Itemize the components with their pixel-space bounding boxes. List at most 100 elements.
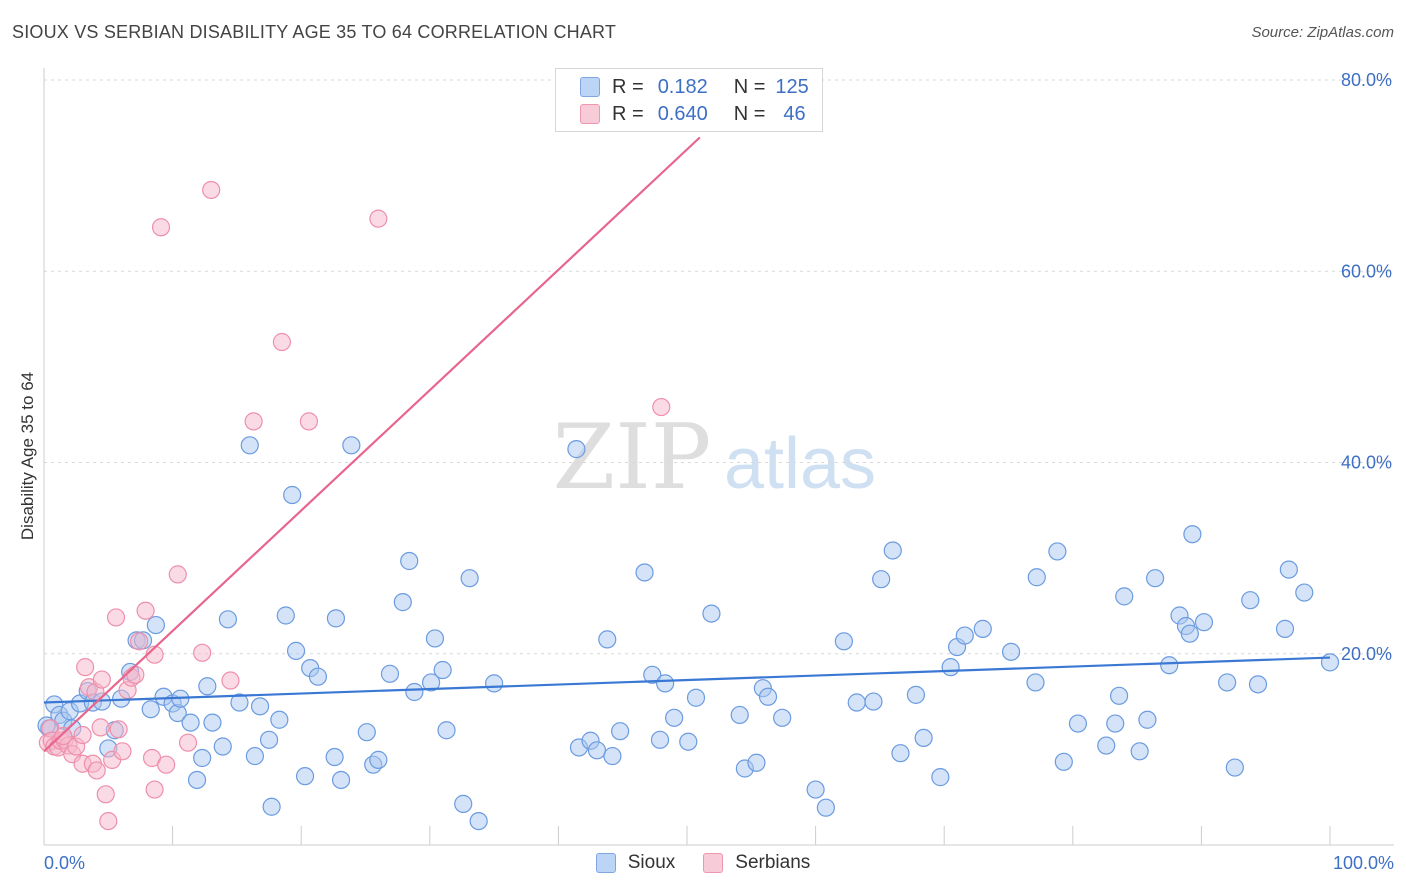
data-point [816, 798, 835, 817]
data-point [87, 761, 106, 780]
data-point [1279, 560, 1298, 579]
r-value: 0.182 [657, 75, 708, 98]
data-point [187, 770, 207, 790]
data-point [603, 746, 622, 766]
data-point [847, 693, 866, 712]
data-point [240, 436, 259, 455]
grid-lines [44, 79, 1394, 655]
data-point [806, 780, 825, 799]
legend-label-sioux: Sioux [627, 852, 676, 873]
data-point [437, 721, 456, 740]
data-point [283, 485, 302, 505]
r-label: R = [612, 75, 644, 98]
data-point [109, 720, 128, 739]
data-point [454, 794, 473, 813]
data-point [250, 697, 270, 716]
chart-title: SIOUX VS SERBIAN DISABILITY AGE 35 TO 64… [12, 22, 617, 42]
data-point [906, 685, 926, 704]
data-point [1160, 656, 1179, 675]
data-point [635, 563, 654, 582]
x-axis-ticks [43, 826, 1331, 845]
data-point [400, 551, 419, 571]
data-point [96, 785, 115, 804]
data-point [702, 604, 721, 623]
data-point [883, 541, 902, 560]
data-point [295, 767, 315, 786]
data-point [872, 570, 891, 589]
serbians-swatch [580, 104, 600, 124]
data-point [369, 750, 388, 769]
data-point [286, 641, 306, 660]
data-point [73, 725, 92, 745]
data-point [99, 811, 118, 831]
data-point [203, 713, 222, 732]
data-point [1275, 619, 1295, 638]
data-point [931, 768, 950, 787]
y-tick-label: 80.0% [1341, 70, 1392, 90]
data-point [1320, 653, 1340, 672]
data-point [730, 705, 749, 725]
data-point [259, 730, 279, 749]
data-point [113, 742, 132, 761]
sioux-swatch [580, 77, 600, 97]
data-point [221, 671, 240, 690]
data-point [262, 797, 281, 816]
data-point [773, 708, 792, 727]
data-point [686, 688, 706, 707]
legend-item-sioux[interactable]: Sioux [595, 852, 676, 874]
y-tick-labels: 20.0% 40.0% 60.0% 80.0% [1341, 70, 1392, 664]
data-point [679, 732, 698, 751]
data-point [157, 755, 176, 774]
x-tick-label-min: 0.0% [44, 853, 85, 873]
data-point [1026, 673, 1045, 692]
y-tick-label: 60.0% [1341, 261, 1392, 281]
data-point [1048, 542, 1067, 561]
data-point [106, 608, 126, 627]
data-point [1115, 587, 1134, 606]
data-point [1248, 675, 1268, 694]
trend-lines [43, 136, 1331, 753]
data-point [656, 674, 675, 693]
data-point [193, 643, 212, 662]
data-point [758, 687, 778, 706]
n-label: N = [733, 102, 766, 125]
data-point [405, 682, 424, 702]
data-point [326, 609, 346, 628]
data-point [126, 665, 145, 684]
data-point [393, 593, 412, 612]
data-point [1194, 613, 1214, 632]
data-point [181, 713, 200, 732]
data-point [567, 440, 586, 459]
data-point [146, 615, 165, 635]
sioux-points [37, 436, 1340, 831]
data-point [91, 718, 110, 737]
data-point [76, 658, 95, 677]
data-point [891, 744, 910, 763]
y-tick-label: 20.0% [1341, 644, 1392, 664]
data-point [1218, 673, 1237, 692]
data-point [973, 619, 992, 638]
data-point [325, 747, 344, 767]
data-point [650, 730, 670, 749]
legend-item-serbians[interactable]: Serbians [703, 852, 810, 874]
data-point [1130, 742, 1149, 761]
data-point [141, 700, 160, 719]
data-point [244, 412, 263, 431]
n-label: N = [733, 75, 766, 98]
data-point [54, 726, 73, 746]
data-point [380, 664, 400, 683]
data-point [1001, 642, 1021, 661]
data-point [643, 665, 662, 684]
data-point [369, 209, 388, 228]
data-point [652, 397, 671, 417]
data-point [145, 780, 164, 799]
n-value: 46 [783, 102, 806, 125]
data-point [1097, 736, 1116, 755]
data-point [1054, 752, 1073, 771]
data-point [421, 673, 441, 692]
data-point [342, 436, 361, 455]
data-point [193, 748, 212, 768]
data-point [834, 632, 853, 651]
data-point [1027, 568, 1046, 587]
data-point [1138, 710, 1157, 729]
